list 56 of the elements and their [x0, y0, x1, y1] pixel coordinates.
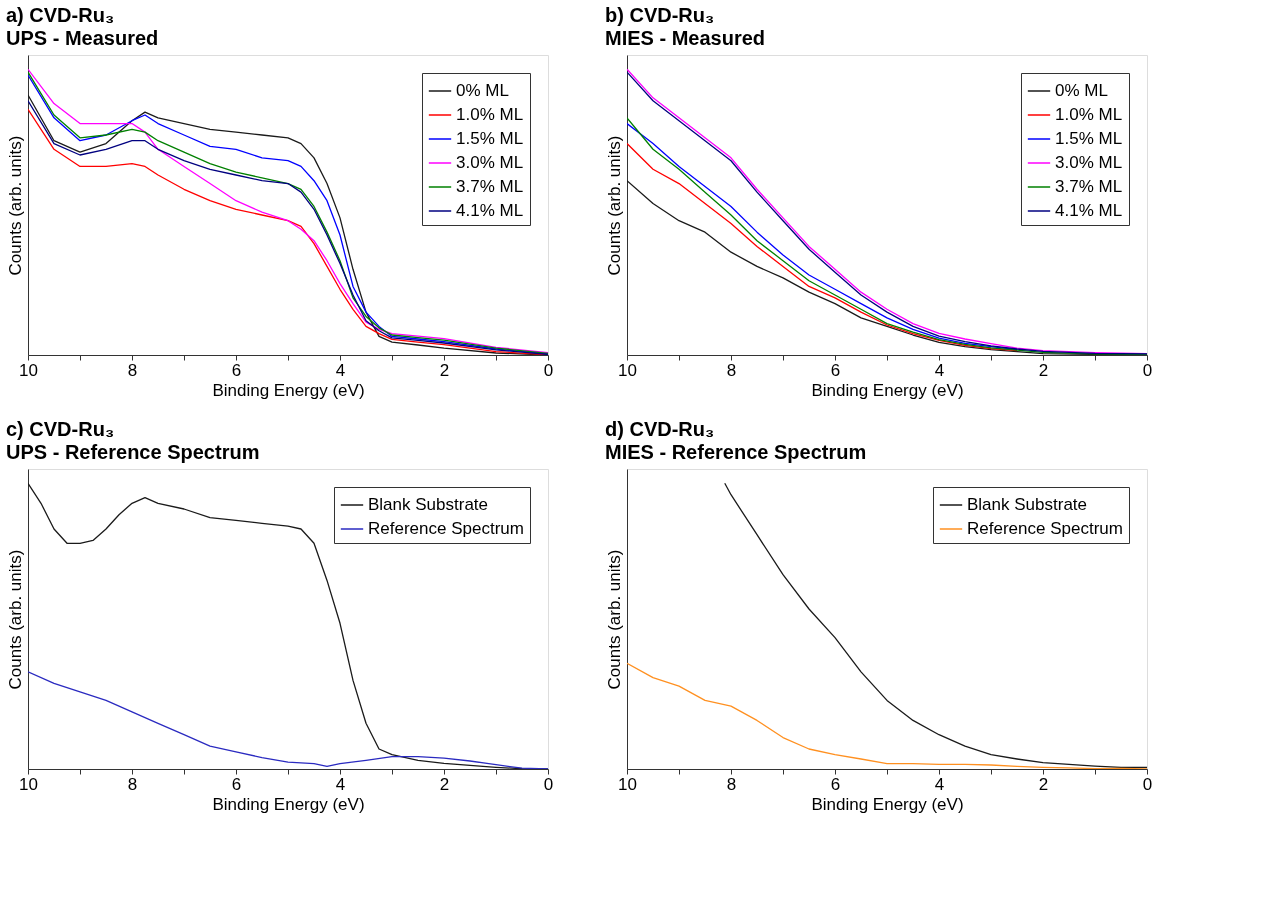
y-axis-title: Counts (arb. units) — [5, 549, 25, 690]
x-tick-label: 8 — [726, 774, 737, 794]
x-tick-label: 2 — [1038, 774, 1049, 794]
x-tick-label: 6 — [231, 360, 242, 380]
chart-subtitle: UPS - Reference Spectrum — [6, 441, 260, 463]
chart-title: a) CVD-Ru₃ — [6, 4, 115, 26]
x-tick-label: 6 — [231, 774, 242, 794]
legend-label: 1.5% ML — [456, 129, 524, 148]
x-tick-label: 4 — [335, 774, 346, 794]
legend-label: 1.0% ML — [1055, 105, 1123, 124]
x-tick-label: 2 — [439, 360, 450, 380]
legend-label: 3.0% ML — [1055, 153, 1123, 172]
chart-title: b) CVD-Ru₃ — [605, 4, 715, 26]
x-axis-title: Binding Energy (eV) — [811, 794, 964, 814]
legend-label: 4.1% ML — [456, 201, 524, 220]
x-tick-label: 10 — [19, 360, 38, 380]
chart-subtitle: MIES - Reference Spectrum — [605, 441, 867, 463]
x-tick-label: 4 — [934, 774, 945, 794]
x-tick-label: 0 — [543, 774, 554, 794]
x-tick-label: 10 — [19, 774, 38, 794]
x-tick-label: 0 — [1142, 360, 1153, 380]
legend-label: 1.0% ML — [456, 105, 524, 124]
x-axis-title: Binding Energy (eV) — [811, 380, 964, 400]
x-tick-label: 0 — [543, 360, 554, 380]
legend-label: 3.0% ML — [456, 153, 524, 172]
x-tick-label: 6 — [830, 360, 841, 380]
legend-label: Blank Substrate — [967, 495, 1088, 514]
x-tick-label: 8 — [726, 360, 737, 380]
chart-subtitle: MIES - Measured — [605, 27, 766, 49]
legend-label: 0% ML — [1055, 81, 1108, 100]
x-axis-title: Binding Energy (eV) — [212, 380, 365, 400]
x-tick-label: 2 — [1038, 360, 1049, 380]
x-tick-label: 6 — [830, 774, 841, 794]
chart-title: c) CVD-Ru₃ — [6, 418, 115, 440]
legend-label: 3.7% ML — [456, 177, 524, 196]
chart-title: d) CVD-Ru₃ — [605, 418, 715, 440]
y-axis-title: Counts (arb. units) — [5, 135, 25, 276]
legend-label: 3.7% ML — [1055, 177, 1123, 196]
x-tick-label: 4 — [335, 360, 346, 380]
x-tick-label: 10 — [618, 774, 637, 794]
legend-label: 1.5% ML — [1055, 129, 1123, 148]
x-tick-label: 0 — [1142, 774, 1153, 794]
x-tick-label: 2 — [439, 774, 450, 794]
y-axis-title: Counts (arb. units) — [604, 549, 624, 690]
legend-label: Reference Spectrum — [967, 519, 1123, 538]
x-tick-label: 8 — [127, 360, 138, 380]
legend-label: Reference Spectrum — [368, 519, 524, 538]
y-axis-title: Counts (arb. units) — [604, 135, 624, 276]
legend-label: 0% ML — [456, 81, 509, 100]
x-axis-title: Binding Energy (eV) — [212, 794, 365, 814]
chart-subtitle: UPS - Measured — [6, 27, 159, 49]
x-tick-label: 8 — [127, 774, 138, 794]
x-tick-label: 10 — [618, 360, 637, 380]
x-tick-label: 4 — [934, 360, 945, 380]
legend-label: 4.1% ML — [1055, 201, 1123, 220]
legend-label: Blank Substrate — [368, 495, 489, 514]
